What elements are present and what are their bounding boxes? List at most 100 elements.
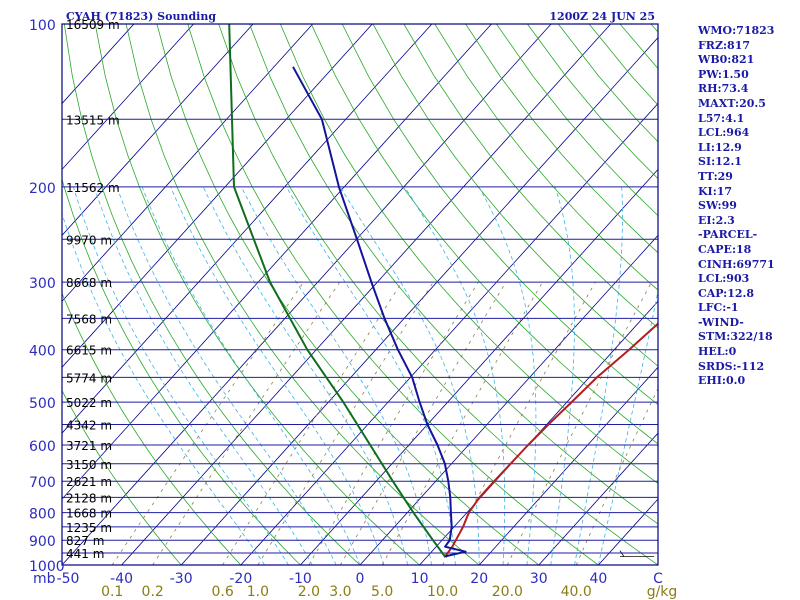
height-label: 8668 m <box>66 276 112 290</box>
index-item: WB0:821 <box>698 53 755 67</box>
mixing-ratio-line <box>575 387 658 565</box>
pressure-tick-label: 400 <box>29 344 56 360</box>
temperature-tick-label: 20 <box>470 571 488 587</box>
profile-traces <box>228 24 658 558</box>
isotherm-line <box>359 234 658 565</box>
index-item: PW:1.50 <box>698 67 749 81</box>
mixing-ratio-tick-label: 0.1 <box>101 584 123 600</box>
isotherm-line <box>62 24 433 434</box>
index-item: CINH:69771 <box>698 257 775 271</box>
mixing-ratio-line <box>381 281 543 565</box>
pressure-tick-label: 100 <box>29 18 56 34</box>
index-item: RH:73.4 <box>698 82 749 96</box>
isotherm-line <box>180 37 658 565</box>
temperature-tick-label: -10 <box>289 571 312 587</box>
isotherm-line <box>478 366 658 565</box>
dry-adiabat-line <box>218 24 658 565</box>
index-item: TT:29 <box>698 169 733 183</box>
mixing-ratio-tick-label: 1.0 <box>247 584 269 600</box>
height-label: 2621 m <box>66 475 112 489</box>
height-label: 2128 m <box>66 491 112 505</box>
plot-frame <box>61 23 659 566</box>
index-item: KI:17 <box>698 184 733 198</box>
dry-adiabat-line <box>125 24 480 565</box>
index-item: L57:4.1 <box>698 111 745 125</box>
chart-title: CYAH (71823) Sounding <box>66 10 216 23</box>
mixing-ratio-tick-label: 2.0 <box>298 584 320 600</box>
temperature-tick-label: 10 <box>411 571 429 587</box>
temperature-tick-label: -50 <box>57 571 80 587</box>
pressure-tick-label: 300 <box>29 276 56 292</box>
height-label: 5022 m <box>66 396 112 410</box>
dry-adiabat-line <box>62 177 301 565</box>
mixing-ratio-line <box>308 281 479 565</box>
moist-adiabat-line <box>73 186 289 565</box>
dry-adiabat-line <box>63 24 361 565</box>
height-label: 16509 m <box>66 18 120 32</box>
pressure-tick-label: 700 <box>29 475 56 491</box>
mixing-ratio-line <box>111 281 304 565</box>
dry-adiabat-line <box>249 24 658 525</box>
index-item: EI:2.3 <box>698 213 735 227</box>
dewpoint-trace <box>292 66 467 558</box>
pressure-tick-label: 1000 <box>29 559 65 575</box>
index-item: FRZ:817 <box>698 38 751 52</box>
index-item: HEL:0 <box>698 345 737 359</box>
pressure-tick-label: 600 <box>29 439 56 455</box>
temperature-tick-label: 40 <box>589 571 607 587</box>
isotherm-line <box>121 24 611 565</box>
wind-barb-flag <box>619 550 625 557</box>
moist-adiabat-line <box>202 186 409 565</box>
height-label: 1235 m <box>66 521 112 535</box>
mixing-ratio-tick-label: 0.6 <box>212 584 234 600</box>
chart-time: 1200Z 24 JUN 25 <box>549 10 655 23</box>
parcel-trace <box>228 24 446 558</box>
index-item: MAXT:20.5 <box>698 96 766 110</box>
mixing-ratio-tick-label: 10.0 <box>427 584 458 600</box>
dry-adiabat-line <box>94 24 421 565</box>
pressure-tick-label: 200 <box>29 181 56 197</box>
temperature-tick-label: 0 <box>356 571 365 587</box>
mixing-ratio-tick-label: 5.0 <box>371 584 393 600</box>
temperature-tick-label: -20 <box>229 571 252 587</box>
moist-adiabat-line <box>141 186 361 565</box>
mixing-ratio-tick-label: 0.2 <box>142 584 164 600</box>
mixing-ratio-line <box>257 281 434 565</box>
index-item: STM:322/18 <box>698 330 773 344</box>
index-item: -WIND- <box>698 315 744 329</box>
isotherm-line <box>62 24 254 236</box>
mixing-ratio-line <box>222 281 403 565</box>
index-item: LI:12.9 <box>698 140 742 154</box>
dry-adiabat-line <box>187 24 600 565</box>
height-label: 6615 m <box>66 344 112 358</box>
temperature-unit-label: C <box>653 571 663 587</box>
temperature-trace <box>444 322 658 558</box>
index-item: -PARCEL- <box>698 228 758 242</box>
isotherm-line <box>62 24 313 302</box>
height-label: 9970 m <box>66 233 112 247</box>
pressure-tick-label: 500 <box>29 396 56 412</box>
height-label: 1668 m <box>66 507 112 521</box>
height-label: 5774 m <box>66 371 112 385</box>
isotherm-line <box>538 432 658 565</box>
pressure-tick-label: 800 <box>29 507 56 523</box>
isotherm-line <box>62 24 373 368</box>
index-item: SRDS:-112 <box>698 359 765 373</box>
index-item: SI:12.1 <box>698 155 742 169</box>
mixing-ratio-tick-label: 20.0 <box>492 584 523 600</box>
moist-adiabat-line <box>241 186 432 565</box>
index-item: CAP:12.8 <box>698 286 755 300</box>
height-label: 13515 m <box>66 113 120 127</box>
temperature-tick-label: 30 <box>530 571 548 587</box>
moist-adiabat-line <box>286 186 456 565</box>
dry-adiabat-line <box>310 24 658 445</box>
moist-adiabat-line <box>550 186 575 565</box>
mixing-ratio-tick-label: 3.0 <box>329 584 351 600</box>
dry-adiabat-line <box>62 389 182 565</box>
index-item: SW:99 <box>698 199 737 213</box>
dry-adiabat-line <box>280 24 658 485</box>
height-label: 3721 m <box>66 439 112 453</box>
index-item: LCL:903 <box>698 272 750 286</box>
